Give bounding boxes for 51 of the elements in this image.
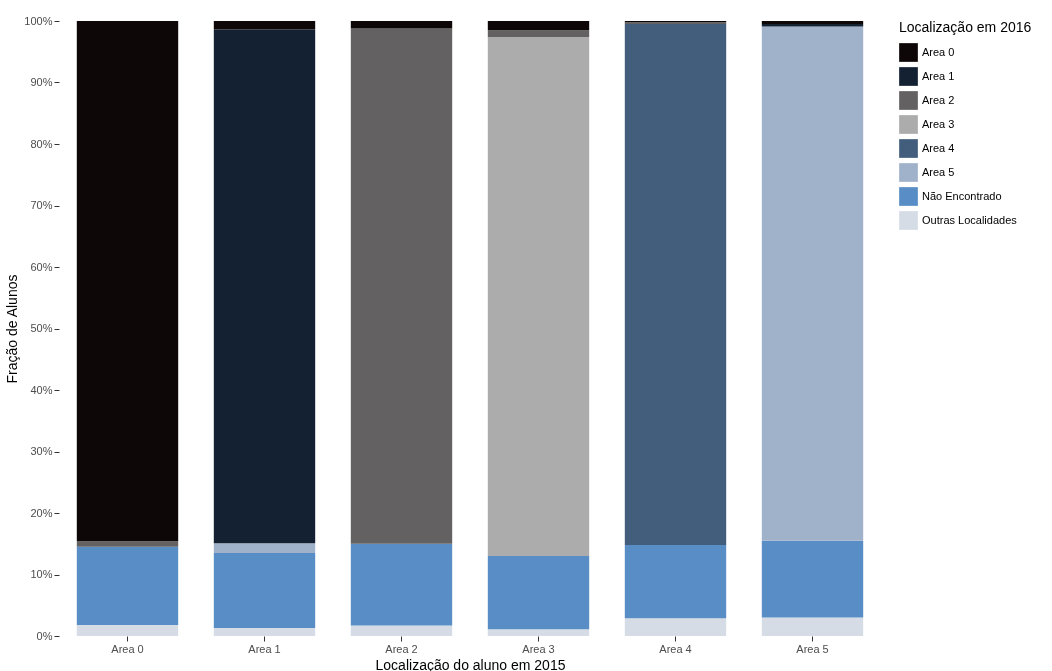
bar <box>213 21 316 30</box>
x-tick-label: Area 0 <box>111 642 144 655</box>
y-tick-label: 10% <box>30 568 53 580</box>
y-tick-label: 70% <box>30 199 53 211</box>
bar <box>213 628 316 636</box>
bar <box>761 617 864 636</box>
bar <box>487 30 590 37</box>
bar <box>761 26 864 541</box>
legend-title: Localização em 2016 <box>899 19 1032 35</box>
bar <box>213 543 316 553</box>
y-tick-label: 0% <box>36 629 53 642</box>
bar <box>487 21 590 31</box>
bar <box>624 618 727 636</box>
legend-label: Não Encontrado <box>922 189 1002 202</box>
legend-label: Area 4 <box>922 141 955 154</box>
y-tick-label: 20% <box>30 506 53 519</box>
bar <box>487 36 590 557</box>
bar <box>76 21 179 542</box>
bar <box>76 624 179 636</box>
x-tick-label: Area 2 <box>385 642 418 655</box>
y-axis-title: Fração de Alunos <box>4 274 21 384</box>
bar <box>624 24 727 545</box>
y-tick-label: 80% <box>30 137 53 150</box>
bar <box>487 556 590 630</box>
bar <box>350 543 453 626</box>
bar <box>76 546 179 625</box>
bar <box>350 28 453 544</box>
bar <box>487 629 590 636</box>
x-tick-label: Area 4 <box>659 642 692 655</box>
legend-label: Outras Localidades <box>922 213 1018 226</box>
legend-label: Area 3 <box>922 117 955 130</box>
y-tick-label: 30% <box>30 445 53 457</box>
y-tick-label: 40% <box>30 383 53 396</box>
legend-label: Area 0 <box>922 45 955 58</box>
x-tick-label: Area 5 <box>796 642 829 655</box>
y-tick-label: 100% <box>24 14 53 27</box>
bar <box>624 544 727 619</box>
legend-label: Area 1 <box>922 69 955 82</box>
legend-label: Area 2 <box>922 93 955 106</box>
legend-label: Area 5 <box>922 165 955 178</box>
bar <box>213 29 316 544</box>
y-tick-label: 90% <box>30 76 53 88</box>
y-tick-label: 60% <box>30 260 53 273</box>
x-tick-label: Area 3 <box>522 642 555 655</box>
bar <box>350 625 453 636</box>
bar <box>350 21 453 29</box>
bar <box>213 552 316 629</box>
bar <box>76 541 179 547</box>
x-tick-label: Area 1 <box>248 642 281 655</box>
y-tick-label: 50% <box>30 322 53 334</box>
bar <box>761 540 864 618</box>
